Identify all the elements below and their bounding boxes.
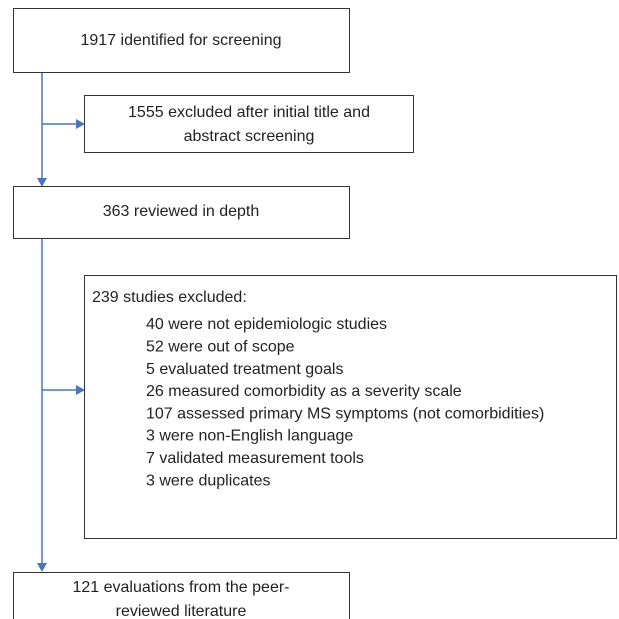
exclusion-reason: 7 validated measurement tools <box>146 450 364 467</box>
node-text: 1555 excluded after initial title and <box>128 104 370 121</box>
exclusion-reason: 3 were non-English language <box>146 428 353 445</box>
node-text: 363 reviewed in depth <box>103 203 260 220</box>
exclusion-reason: 3 were duplicates <box>146 472 271 489</box>
arrow-head <box>76 119 85 129</box>
arrow-head <box>76 385 85 395</box>
exclusion-reason: 26 measured comorbidity as a severity sc… <box>146 383 462 400</box>
box <box>84 275 617 539</box>
exclusion-reason: 107 assessed primary MS symptoms (not co… <box>146 405 544 422</box>
arrow-head <box>37 563 47 572</box>
box <box>13 572 350 619</box>
box <box>84 95 414 153</box>
node-title: 239 studies excluded: <box>92 289 247 306</box>
arrow-head <box>37 178 47 187</box>
exclusion-reason: 40 were not epidemiologic studies <box>146 316 387 333</box>
exclusion-list: 40 were not epidemiologic studies 52 were… <box>146 316 544 489</box>
box <box>13 186 350 239</box>
box <box>13 8 350 73</box>
exclusion-reason: 52 were out of scope <box>146 339 295 356</box>
node-text: 121 evaluations from the peer- <box>72 579 289 596</box>
node-text: reviewed literature <box>116 603 247 619</box>
node-text: 1917 identified for screening <box>80 32 281 49</box>
node-text: abstract screening <box>184 128 315 145</box>
exclusion-reason: 5 evaluated treatment goals <box>146 361 343 378</box>
